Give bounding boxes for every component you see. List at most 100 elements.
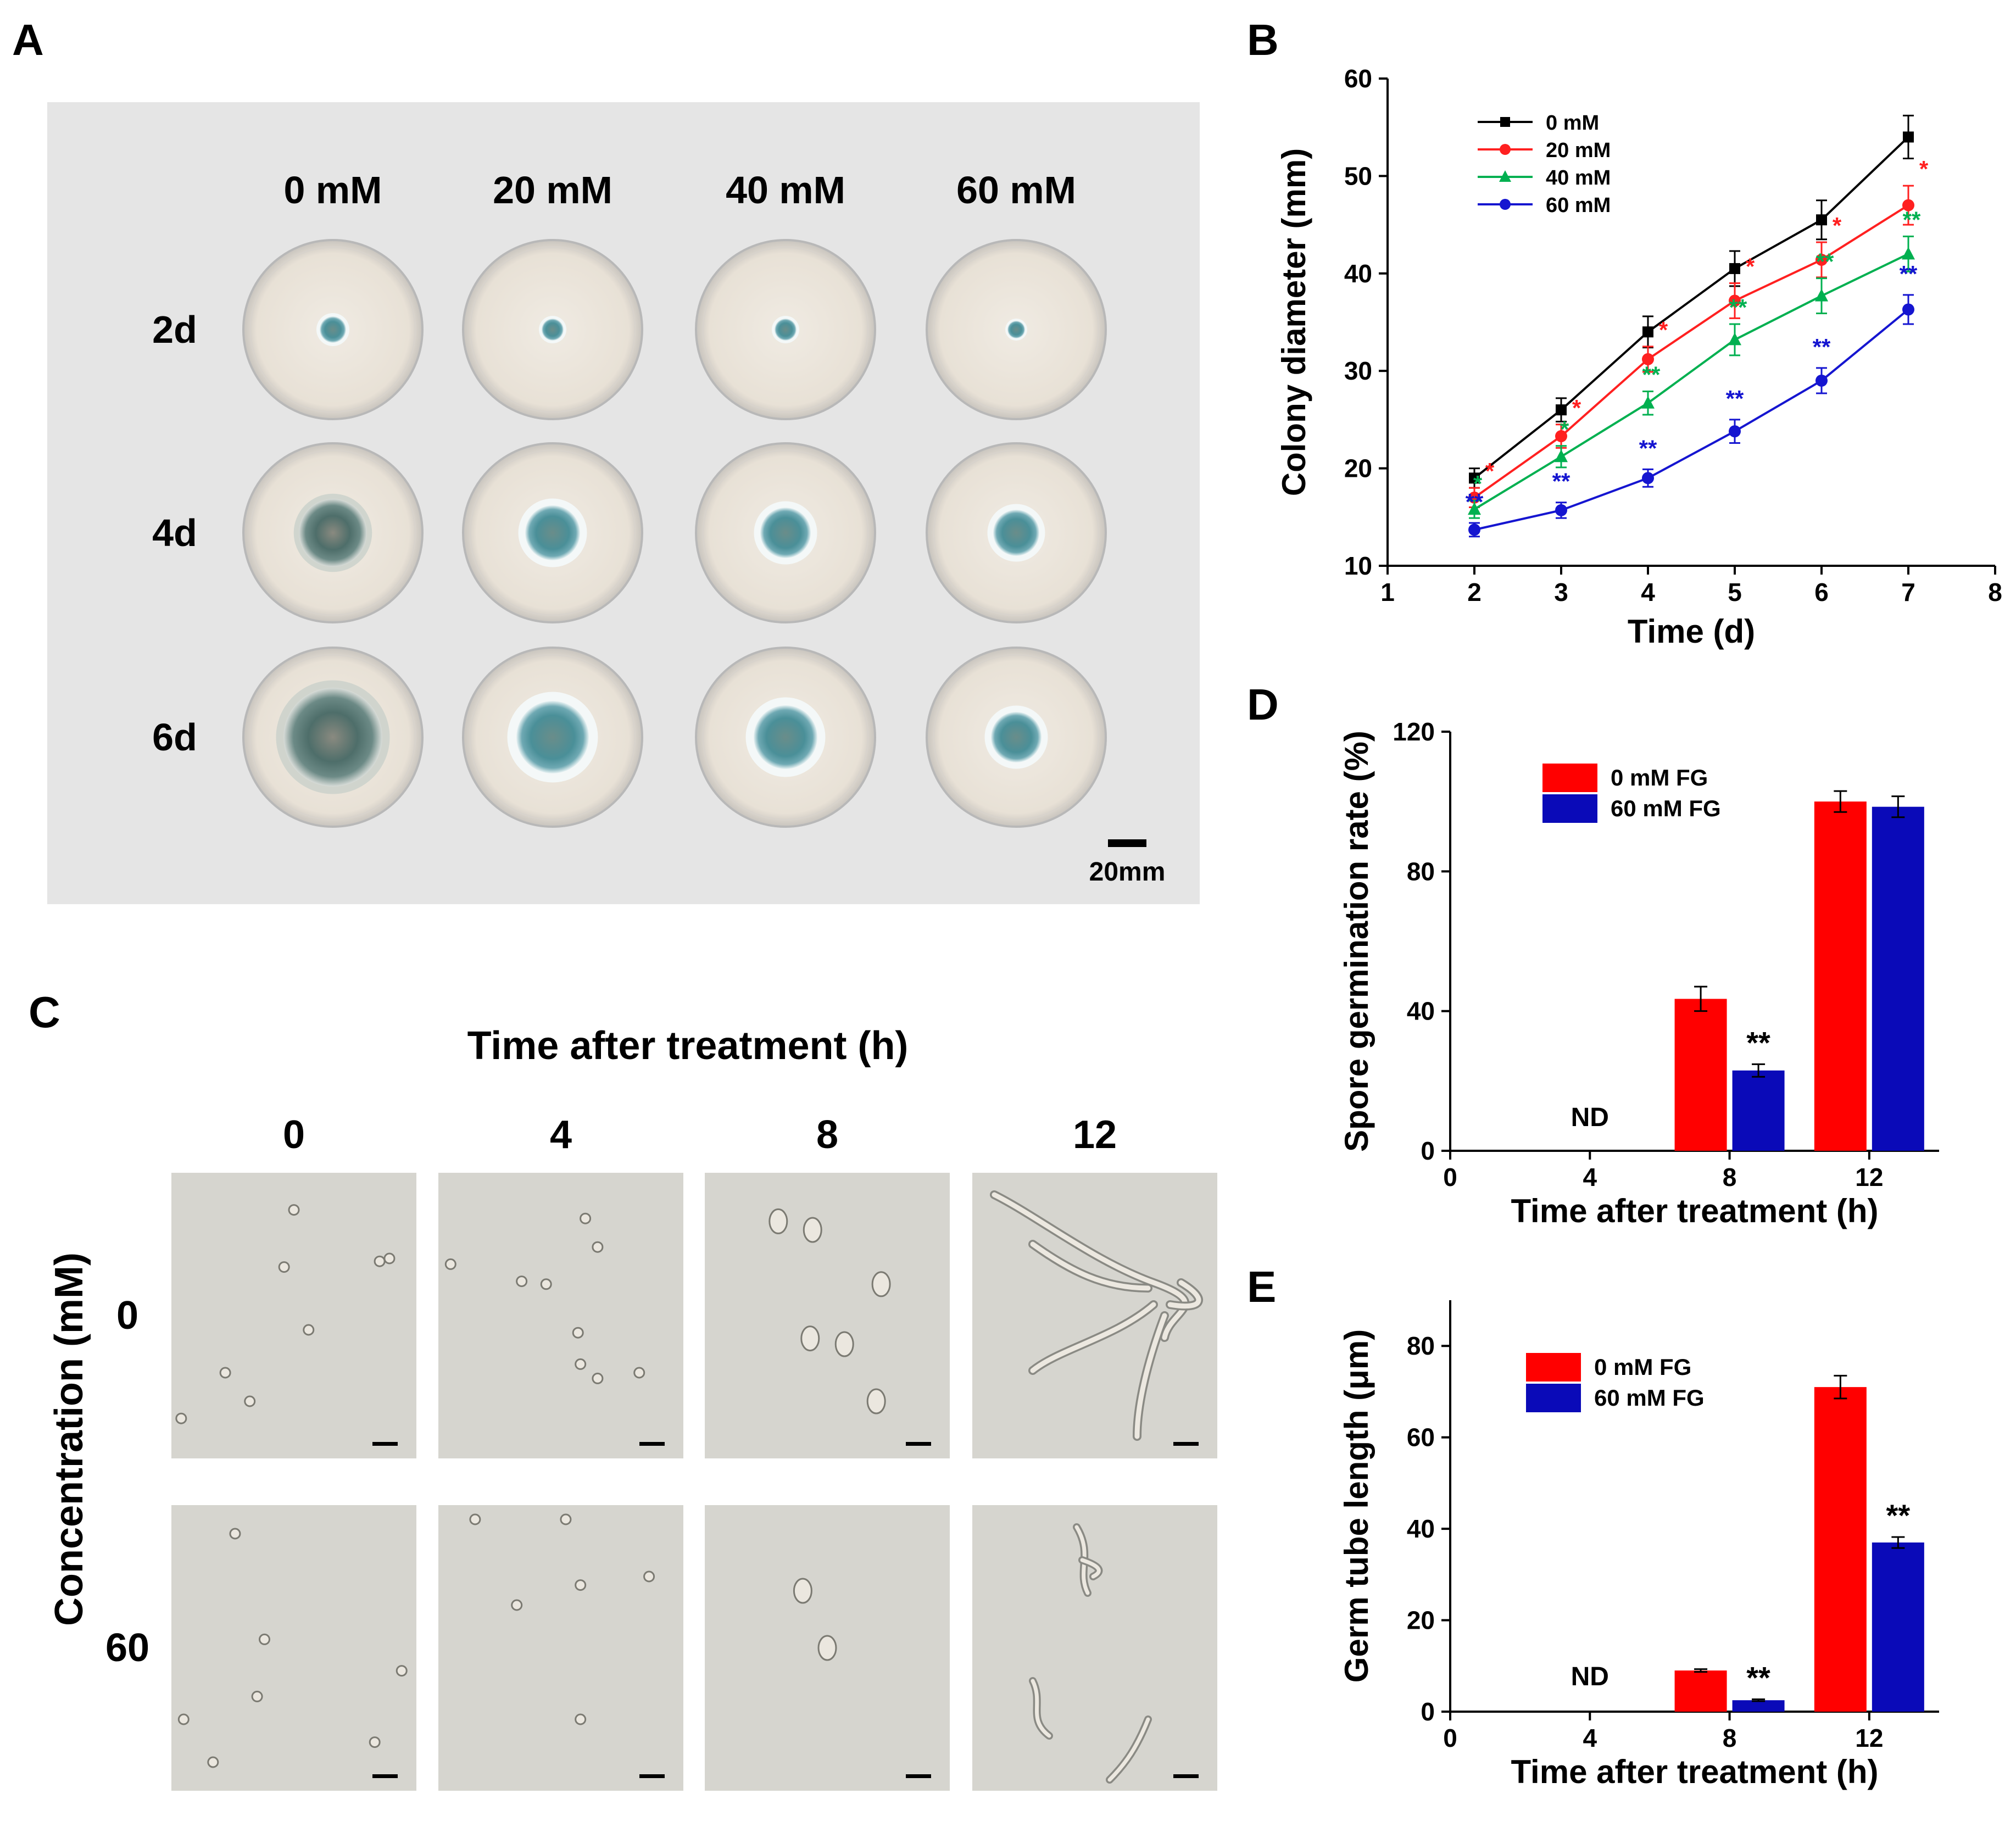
data-point [1816,214,1827,226]
x-tick-label: 5 [1728,578,1742,606]
data-point [1642,353,1654,365]
spore [177,1713,190,1725]
hypha-core [1031,1679,1051,1738]
bar [1674,999,1727,1151]
x-tick-label: 4 [1641,578,1655,606]
spore [817,1635,837,1661]
spore [369,1736,381,1748]
panel-letter-a: A [12,15,44,64]
spore [643,1570,655,1583]
hypha-core [1030,1302,1156,1373]
y-tick-label: 30 [1344,357,1372,385]
panel-letter-c: C [29,988,60,1037]
significance-mark: * [1473,471,1483,497]
colony [760,508,811,558]
spore [834,1331,854,1357]
spore [575,1713,587,1725]
x-tick-label: 1 [1380,578,1395,606]
legend-label: 60 mM FG [1594,1385,1705,1411]
legend-swatch [1542,764,1597,792]
spore [871,1271,891,1297]
y-tick-label: 80 [1407,1332,1435,1360]
data-point [1815,288,1828,302]
significance-mark: ** [1813,334,1831,360]
colony [991,712,1042,762]
significance-mark: ** [1900,261,1918,287]
chart-b: 1 2 3 4 5 6 7 8 10 20 30 40 50 60 Time (d) Colony diame… [1276,64,2002,650]
spore [396,1665,408,1677]
data-point [1642,472,1654,484]
spore [303,1324,315,1336]
significance-mark: ** [1729,294,1747,320]
spore [793,1578,812,1604]
bar [1732,1070,1785,1151]
data-point [1468,502,1481,515]
legend-label: 0 mM FG [1611,765,1708,790]
x-axis-label: Time after treatment (h) [1511,1193,1878,1229]
plate-column-label: 40 mM [726,169,845,211]
y-tick-label: 10 [1344,552,1372,580]
significance-mark: ** [1639,435,1657,461]
spore [258,1633,270,1645]
colony [542,319,564,341]
spore [575,1579,587,1591]
data-point [1468,523,1480,536]
significance-mark: ** [1886,1498,1911,1533]
legend-label: 40 mM [1546,166,1611,190]
x-tick-label: 12 [1855,1724,1883,1752]
bar [1872,1542,1924,1712]
spore [592,1372,604,1384]
x-tick-label: 6 [1814,578,1829,606]
petri-dish-rim [933,246,1100,413]
legend-label: 60 mM FG [1611,795,1721,821]
series-line [1474,308,1909,531]
plate-column-label: 0 mM [284,169,382,211]
micrograph [171,1505,416,1791]
y-tick-label: 0 [1421,1137,1435,1165]
spore [516,1275,528,1288]
micrograph [438,1173,683,1458]
scale-bar [906,1774,931,1778]
legend-label: 0 mM [1546,112,1599,135]
hypha-core [1107,1717,1150,1782]
data-point [1729,425,1741,438]
colony [993,510,1039,556]
panel-c-title: Time after treatment (h) [467,1024,909,1068]
significance-mark: ** [1726,386,1744,411]
bar [1814,1387,1867,1712]
x-axis-label: Time after treatment (h) [1511,1753,1878,1790]
spore [575,1358,587,1370]
legend-marker [1499,170,1511,182]
data-point [1555,504,1567,516]
petri-dish-rim [702,449,869,616]
data-point [1729,263,1740,274]
series-line [1473,204,1909,499]
y-axis-label: Spore germination rate (%) [1338,731,1375,1152]
y-axis-label: Colony diameter (mm) [1276,148,1312,496]
time-column-label: 4 [550,1113,572,1157]
micrograph [705,1173,950,1458]
data-point [1729,294,1741,307]
spore [803,1217,822,1243]
spore [633,1367,645,1379]
x-tick-label: 7 [1901,578,1915,606]
x-tick-label: 4 [1583,1163,1597,1191]
scale-bar [372,1442,398,1446]
significance-mark: ** [1746,1025,1770,1060]
petri-dish-rim [249,654,416,821]
y-tick-label: 50 [1344,161,1372,190]
spore [469,1513,481,1525]
spore [540,1278,552,1290]
data-point [1556,404,1567,416]
panel-letter-d: D [1247,680,1279,729]
time-column-label: 8 [816,1113,838,1157]
hypha-core [1134,1313,1167,1439]
data-point [1902,199,1914,211]
spore [560,1513,572,1525]
significance-mark: * [1833,213,1842,238]
micrograph [972,1505,1217,1791]
petri-dish-rim [469,654,636,821]
scale-label: 20mm [1089,857,1166,887]
